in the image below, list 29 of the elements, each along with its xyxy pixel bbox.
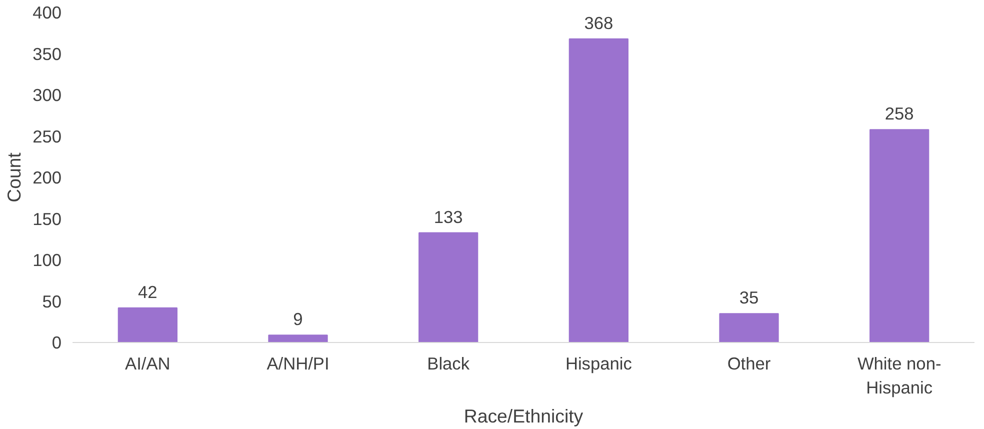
bar [418,232,478,342]
data-label: 9 [293,309,303,330]
x-tick-label: AI/AN [125,354,170,374]
y-tick-label: 200 [32,168,62,188]
y-tick-label: 50 [42,291,62,312]
bar [870,129,930,342]
y-tick-label: 150 [32,208,62,229]
x-tick-label: Other [727,354,771,374]
y-tick-label: 100 [32,250,62,270]
y-tick-label: 0 [52,332,62,352]
bar [118,307,178,342]
bar [268,334,328,342]
data-label: 368 [584,12,614,33]
x-tick-label: White non-Hispanic [857,354,942,398]
y-tick-label: 400 [32,2,62,22]
y-tick-label: 350 [32,44,62,64]
x-tick-label: A/NH/PI [266,354,330,374]
data-label: 35 [739,288,759,308]
data-label: 42 [138,282,158,302]
data-label: 258 [884,104,914,124]
x-axis-title: Race/Ethnicity [464,406,584,426]
bar [568,38,628,342]
x-tick-label: Black [427,354,470,374]
x-tick-label: Hispanic [565,354,632,374]
data-label: 133 [434,206,463,227]
y-tick-label: 250 [32,126,62,146]
y-axis-title: Count [4,152,25,202]
bar [719,313,779,342]
y-tick-label: 300 [32,85,62,105]
